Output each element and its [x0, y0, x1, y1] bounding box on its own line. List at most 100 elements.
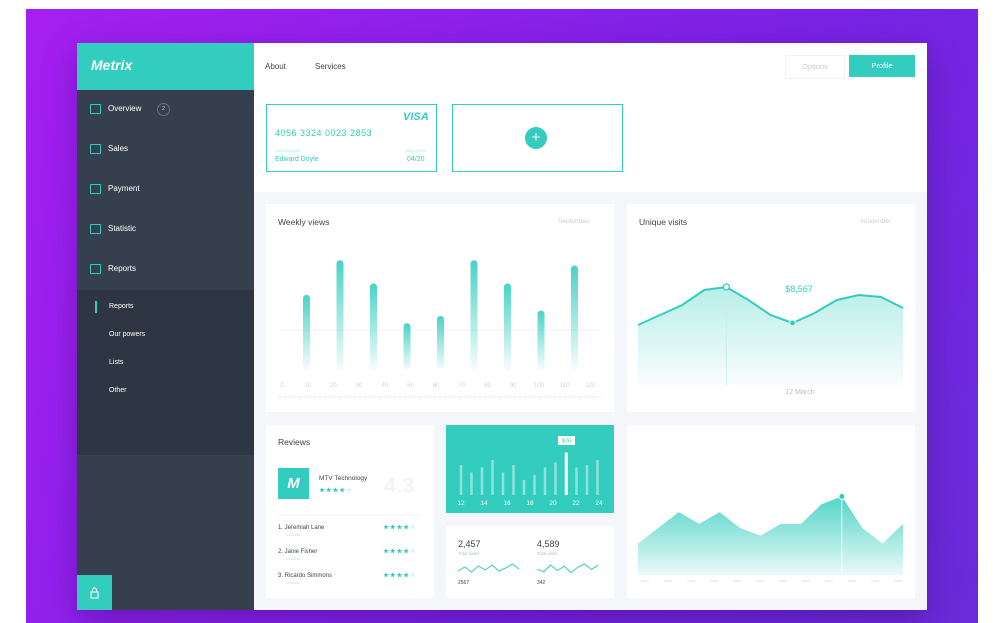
- x-tick-label: 80: [484, 383, 491, 389]
- company-score: 4.3: [384, 473, 415, 498]
- axis-dot: [871, 580, 879, 582]
- star: [403, 524, 409, 530]
- x-tick-label: 16: [503, 500, 511, 507]
- x-tick-label: 40: [381, 383, 388, 389]
- card-holder: Edward Doyle: [275, 156, 319, 163]
- weekly-chart: 0 10 20 30 40 50 60 70 80 90 100 110 120: [278, 260, 602, 400]
- point-marker: [838, 492, 846, 500]
- bar: [501, 472, 505, 495]
- star: [410, 572, 416, 578]
- axis-dot: [664, 580, 672, 582]
- star: [346, 487, 352, 493]
- axis-dot: [733, 580, 741, 582]
- subnav-item[interactable]: Reports: [109, 303, 134, 310]
- bar: [533, 475, 536, 495]
- logo-bar: [77, 43, 254, 90]
- star: [383, 572, 389, 578]
- top-link[interactable]: Services: [315, 62, 346, 71]
- bar: [537, 310, 545, 370]
- stat-label: Total sales: [458, 551, 480, 556]
- bar: [522, 480, 526, 495]
- card-valid: 04/20: [407, 156, 425, 163]
- axis-dot: [756, 580, 764, 582]
- sparkline: [457, 563, 520, 573]
- axis-dot: [894, 580, 902, 582]
- reviewer-sub: [286, 534, 300, 536]
- axis-dot: [641, 580, 649, 582]
- nav-icon: [90, 104, 101, 114]
- period-select[interactable]: November: [861, 218, 891, 225]
- area: [638, 287, 903, 385]
- subnav-item[interactable]: Other: [109, 387, 127, 394]
- bar: [512, 465, 515, 495]
- stats: 2,457 Total sales 2567 4,589 Total visits 342: [457, 539, 599, 586]
- subnav-item[interactable]: Our powers: [109, 331, 146, 338]
- star: [332, 487, 339, 493]
- bar: [370, 283, 377, 370]
- bar: [470, 472, 473, 495]
- x-tick-label: 110: [560, 383, 570, 389]
- bar: [575, 467, 578, 495]
- star: [319, 487, 325, 493]
- credit-card[interactable]: [266, 104, 437, 172]
- subnav-item[interactable]: Lists: [109, 359, 124, 366]
- x-tick-label: 50: [407, 383, 414, 389]
- bar: [585, 465, 589, 495]
- ratings: 1. Jeremiah Lane 2. Janie Fisher 3. Ricard…: [278, 487, 422, 584]
- reviewer: 1. Jeremiah Lane: [278, 525, 325, 531]
- nav-item[interactable]: Reports: [108, 264, 137, 273]
- nav-icon: [90, 144, 101, 154]
- nav-item[interactable]: Payment: [108, 184, 140, 193]
- x-tick-label: 70: [459, 383, 466, 389]
- axis-dot: [687, 580, 695, 582]
- x-tick-label: 0: [280, 383, 284, 389]
- options-button[interactable]: Options: [785, 55, 845, 79]
- star: [410, 548, 416, 554]
- nav-item[interactable]: Statistic: [108, 224, 137, 233]
- sparkline: [536, 563, 599, 574]
- star: [390, 548, 396, 554]
- card-brand: VISA: [403, 111, 429, 123]
- reviews-panel: Reviews M MTV Technology 4.3 1. Jeremiah…: [266, 425, 434, 598]
- card-label: VALID THRU: [405, 149, 426, 153]
- nav-item[interactable]: Sales: [108, 144, 129, 153]
- add-card[interactable]: [452, 104, 623, 172]
- card-number: 4056 3324 0023 2853: [275, 128, 373, 138]
- star: [410, 524, 416, 530]
- area: [638, 496, 903, 575]
- nav-item[interactable]: Overview: [108, 104, 142, 113]
- axis-dot: [710, 580, 718, 582]
- x-tick-label: 14: [480, 500, 488, 507]
- stat-value: 2,457: [458, 539, 481, 549]
- star: [396, 572, 403, 578]
- bar: [554, 462, 557, 495]
- stat-sub: 2567: [458, 580, 469, 586]
- bar: [564, 452, 568, 495]
- bar: [403, 323, 411, 370]
- stat-label: Total visits: [537, 551, 559, 556]
- weekly-panel: Weekly views September 0 10 20 30 40 50 60 70 80…: [266, 204, 614, 412]
- point-marker: [789, 319, 797, 327]
- bar: [459, 465, 463, 495]
- bar: [543, 467, 547, 495]
- profile-button[interactable]: Profile: [849, 55, 915, 77]
- stats-panel: 2,457 Total sales 2567 4,589 Total visits 342: [446, 526, 614, 598]
- nav-icon: [90, 224, 101, 234]
- period-select[interactable]: September: [558, 218, 590, 225]
- visits-chart: $8,567 12 March: [637, 283, 904, 396]
- add-icon[interactable]: +: [525, 127, 547, 149]
- nav-badge: 2: [157, 103, 170, 116]
- tooltip-box: [558, 436, 575, 445]
- reviewer: 3. Ricardo Simmons: [278, 573, 332, 579]
- top-link[interactable]: About: [265, 62, 286, 71]
- x-tick-label: 30: [356, 383, 363, 389]
- x-tick-label: 60: [433, 383, 440, 389]
- axis-dot: [802, 580, 810, 582]
- lock-button[interactable]: [77, 575, 112, 610]
- axis-dot: [848, 580, 856, 582]
- lock-icon: [90, 587, 99, 599]
- line: [637, 285, 904, 326]
- tooltip: $76: [562, 439, 571, 445]
- subnav-indicator: [95, 301, 97, 313]
